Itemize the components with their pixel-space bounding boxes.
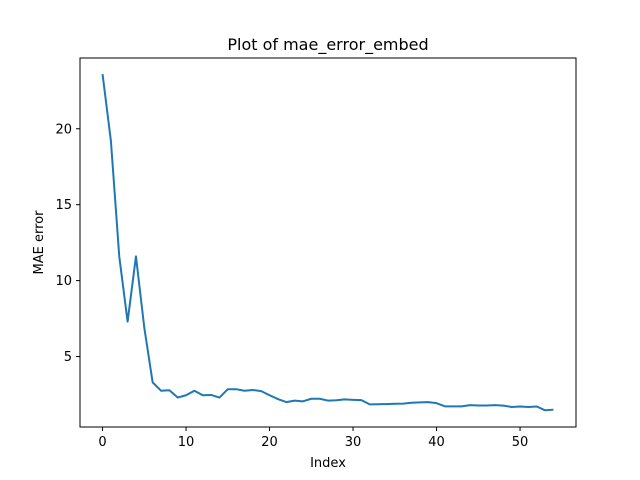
x-tick-label: 20 <box>261 435 278 450</box>
x-axis-label: Index <box>310 456 346 471</box>
x-tick-label: 30 <box>345 435 362 450</box>
y-tick-label: 10 <box>55 274 72 289</box>
x-axis-ticks: 0 10 20 30 40 50 <box>98 427 528 450</box>
x-tick-label: 0 <box>98 435 106 450</box>
x-tick-label: 10 <box>178 435 195 450</box>
y-axis-ticks: 5 10 15 20 <box>55 122 80 365</box>
y-tick-label: 15 <box>55 198 72 213</box>
x-tick-label: 50 <box>512 435 529 450</box>
plot-area <box>101 73 554 412</box>
x-tick-label: 40 <box>428 435 445 450</box>
y-tick-label: 5 <box>64 350 72 365</box>
y-axis-label: MAE error <box>32 210 47 275</box>
series-line-0 <box>101 73 554 412</box>
chart-title: Plot of mae_error_embed <box>227 35 428 55</box>
axes-frame <box>79 57 577 428</box>
y-tick-label: 20 <box>55 122 72 137</box>
